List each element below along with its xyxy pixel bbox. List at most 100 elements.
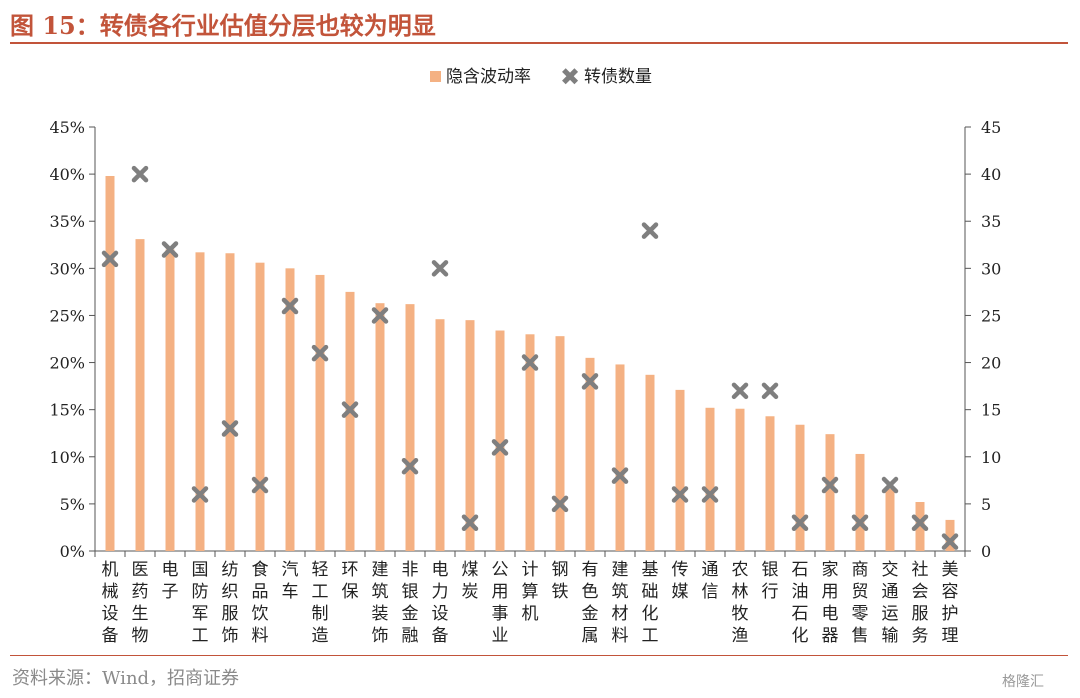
category-label-15: 计算机: [522, 560, 539, 624]
bar-15: [525, 334, 535, 551]
y-left-tick-label: 25%: [49, 306, 85, 325]
category-label-6: 食品饮料: [252, 560, 269, 646]
y-left-tick-label: 15%: [49, 401, 85, 420]
y-left-tick-label: 35%: [49, 212, 85, 231]
y-left-tick-label: 20%: [49, 354, 85, 373]
marker-10: [371, 307, 389, 324]
bars: [105, 175, 955, 552]
category-label-28: 社会服务: [912, 560, 929, 646]
y-left-tick-label: 10%: [49, 448, 85, 467]
bar-6: [255, 262, 265, 551]
y-right-tick-label: 30: [981, 259, 1001, 278]
bar-10: [375, 303, 385, 551]
marker-15: [521, 354, 539, 371]
marker-21: [701, 486, 719, 503]
marker-12: [431, 260, 449, 277]
y-right-tick-label: 0: [981, 542, 991, 561]
bar-9: [345, 291, 355, 551]
bar-27: [885, 488, 895, 551]
marker-20: [671, 486, 689, 503]
y-right-tick-label: 45: [981, 118, 1001, 137]
marker-13: [461, 514, 479, 531]
bar-11: [405, 304, 415, 551]
marker-4: [191, 486, 209, 503]
category-label-2: 医药生物: [132, 560, 149, 646]
y-right-tick-label: 10: [981, 448, 1001, 467]
y-left-tick-label: 5%: [60, 495, 85, 514]
markers: [101, 165, 959, 550]
marker-28: [911, 514, 929, 531]
marker-16: [551, 495, 569, 513]
bar-23: [765, 416, 775, 551]
bar-17: [585, 357, 595, 551]
marker-2: [131, 165, 149, 183]
marker-6: [251, 476, 269, 494]
watermark: 格隆汇: [1002, 674, 1044, 690]
category-label-5: 纺织服饰: [222, 560, 239, 646]
marker-22: [731, 382, 749, 400]
bar-24: [795, 424, 805, 551]
bar-4: [195, 252, 205, 551]
category-label-21: 通信: [702, 560, 719, 602]
category-label-12: 电力设备: [432, 560, 449, 646]
y-right-tick-label: 35: [981, 212, 1001, 231]
category-label-9: 环保: [342, 560, 359, 602]
marker-24: [791, 514, 809, 531]
category-label-7: 汽车: [282, 560, 299, 602]
marker-18: [611, 467, 629, 484]
marker-3: [161, 241, 179, 258]
marker-19: [641, 222, 659, 239]
marker-1: [101, 250, 119, 268]
legend-marker-swatch: ✖: [560, 63, 580, 91]
category-label-27: 交通运输: [882, 560, 899, 646]
source-rule: [10, 655, 1068, 656]
marker-14: [491, 439, 509, 456]
category-label-1: 机械设备: [102, 560, 119, 646]
marker-7: [281, 297, 299, 315]
y-right-tick-label: 25: [981, 306, 1001, 325]
legend-label-implied-volatility: 隐含波动率: [446, 67, 531, 87]
category-label-10: 建筑装饰: [372, 560, 389, 646]
y-left-tick-label: 40%: [49, 165, 85, 184]
category-label-17: 有色金属: [582, 560, 599, 646]
category-label-24: 石油石化: [792, 560, 809, 646]
category-label-22: 农林牧渔: [732, 560, 749, 646]
bar-12: [435, 319, 445, 551]
category-label-11: 非银金融: [402, 560, 419, 646]
bar-2: [135, 239, 145, 551]
y-left-tick-label: 45%: [49, 118, 85, 137]
y-right-tick-label: 5: [981, 495, 991, 514]
bar-29: [945, 519, 955, 551]
category-label-29: 美容护理: [942, 560, 959, 646]
bar-28: [915, 502, 925, 551]
bar-13: [465, 320, 475, 551]
category-labels: 机械设备医药生物电子国防军工纺织服饰食品饮料汽车轻工制造环保建筑装饰非银金融电力…: [102, 560, 959, 646]
category-label-8: 轻工制造: [312, 560, 329, 646]
marker-23: [761, 382, 779, 400]
legend-label-bond-count: 转债数量: [584, 67, 652, 87]
category-label-14: 公用事业: [492, 560, 509, 646]
source-note: 资料来源：Wind，招商证券: [12, 668, 240, 689]
category-label-26: 商贸零售: [852, 560, 869, 646]
bar-1: [105, 175, 115, 552]
category-label-23: 银行: [762, 560, 779, 602]
bar-3: [165, 249, 175, 551]
bar-7: [285, 268, 295, 551]
category-label-16: 钢铁: [552, 560, 569, 602]
marker-17: [581, 373, 599, 390]
category-label-19: 基础化工: [642, 560, 659, 646]
marker-9: [341, 401, 359, 418]
legend-bar-swatch: [430, 71, 441, 82]
y-right-tick-label: 20: [981, 354, 1001, 373]
bar-20: [675, 389, 685, 551]
y-right-tick-label: 40: [981, 165, 1001, 184]
y-left-tick-label: 30%: [49, 259, 85, 278]
marker-26: [851, 514, 869, 531]
bar-5: [225, 253, 235, 551]
bar-26: [855, 453, 865, 551]
marker-11: [401, 457, 419, 475]
marker-27: [881, 476, 899, 494]
marker-8: [311, 344, 329, 362]
marker-29: [941, 533, 959, 550]
